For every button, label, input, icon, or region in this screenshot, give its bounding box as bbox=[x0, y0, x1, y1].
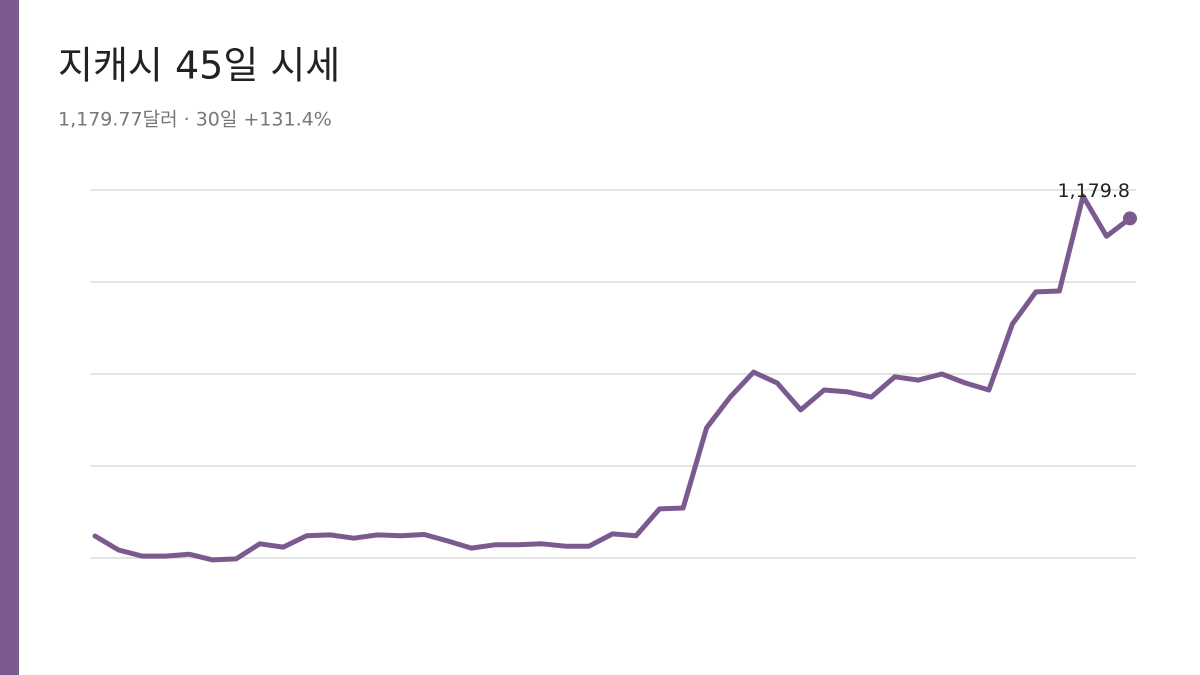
last-point bbox=[1123, 211, 1137, 226]
accent-bar bbox=[0, 0, 19, 675]
value-label: 1,179.8 bbox=[1057, 180, 1130, 202]
price-line bbox=[92, 193, 1133, 563]
chart-title: 지캐시 45일 시세 bbox=[58, 44, 340, 88]
chart-subtitle: 1,179.77달러 · 30일 +131.4% bbox=[58, 109, 332, 131]
